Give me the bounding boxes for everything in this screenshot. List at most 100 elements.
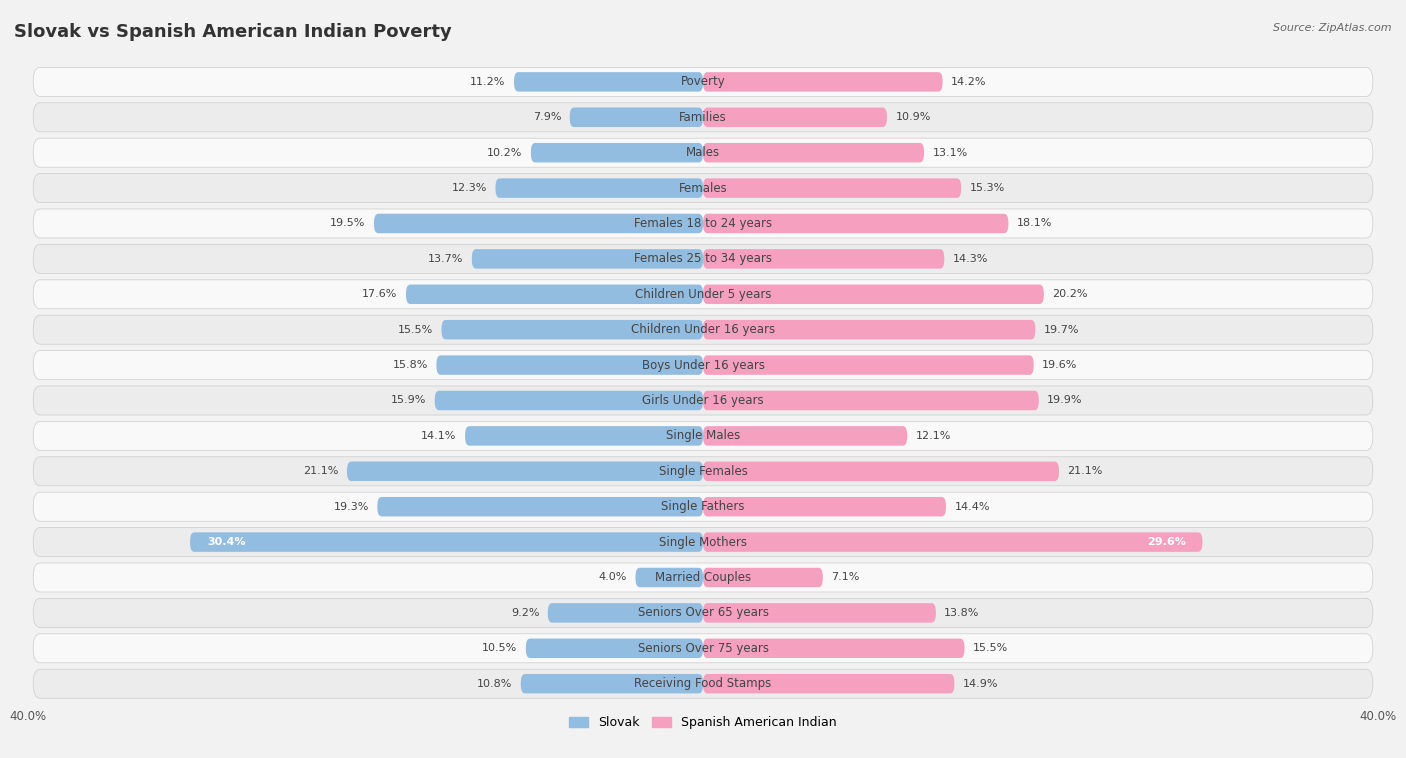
FancyBboxPatch shape bbox=[703, 320, 1035, 340]
FancyBboxPatch shape bbox=[703, 638, 965, 658]
FancyBboxPatch shape bbox=[531, 143, 703, 162]
Text: 13.1%: 13.1% bbox=[932, 148, 967, 158]
FancyBboxPatch shape bbox=[569, 108, 703, 127]
FancyBboxPatch shape bbox=[34, 67, 1372, 96]
Text: 18.1%: 18.1% bbox=[1017, 218, 1052, 228]
FancyBboxPatch shape bbox=[495, 178, 703, 198]
Text: Single Fathers: Single Fathers bbox=[661, 500, 745, 513]
Text: 7.9%: 7.9% bbox=[533, 112, 561, 122]
FancyBboxPatch shape bbox=[703, 356, 1033, 374]
FancyBboxPatch shape bbox=[548, 603, 703, 622]
FancyBboxPatch shape bbox=[374, 214, 703, 233]
Text: Females: Females bbox=[679, 182, 727, 195]
Text: Boys Under 16 years: Boys Under 16 years bbox=[641, 359, 765, 371]
FancyBboxPatch shape bbox=[703, 284, 1043, 304]
FancyBboxPatch shape bbox=[703, 108, 887, 127]
Text: 14.4%: 14.4% bbox=[955, 502, 990, 512]
FancyBboxPatch shape bbox=[406, 284, 703, 304]
Text: 13.8%: 13.8% bbox=[945, 608, 980, 618]
Text: 12.3%: 12.3% bbox=[451, 183, 486, 193]
Text: Single Mothers: Single Mothers bbox=[659, 536, 747, 549]
Text: Single Males: Single Males bbox=[666, 429, 740, 443]
FancyBboxPatch shape bbox=[636, 568, 703, 587]
FancyBboxPatch shape bbox=[526, 638, 703, 658]
FancyBboxPatch shape bbox=[703, 532, 1202, 552]
FancyBboxPatch shape bbox=[34, 315, 1372, 344]
FancyBboxPatch shape bbox=[347, 462, 703, 481]
FancyBboxPatch shape bbox=[703, 462, 1059, 481]
Text: 15.3%: 15.3% bbox=[970, 183, 1005, 193]
FancyBboxPatch shape bbox=[703, 603, 936, 622]
Text: 10.8%: 10.8% bbox=[477, 678, 512, 689]
Text: Families: Families bbox=[679, 111, 727, 124]
Text: 14.9%: 14.9% bbox=[963, 678, 998, 689]
FancyBboxPatch shape bbox=[703, 214, 1008, 233]
Text: 19.3%: 19.3% bbox=[333, 502, 368, 512]
FancyBboxPatch shape bbox=[34, 103, 1372, 132]
Text: 4.0%: 4.0% bbox=[599, 572, 627, 582]
Text: 21.1%: 21.1% bbox=[1067, 466, 1102, 476]
Text: Children Under 16 years: Children Under 16 years bbox=[631, 323, 775, 337]
Text: Seniors Over 65 years: Seniors Over 65 years bbox=[637, 606, 769, 619]
FancyBboxPatch shape bbox=[441, 320, 703, 340]
FancyBboxPatch shape bbox=[34, 598, 1372, 628]
FancyBboxPatch shape bbox=[190, 532, 703, 552]
FancyBboxPatch shape bbox=[34, 563, 1372, 592]
Text: Females 18 to 24 years: Females 18 to 24 years bbox=[634, 217, 772, 230]
Text: 15.8%: 15.8% bbox=[392, 360, 427, 370]
FancyBboxPatch shape bbox=[377, 497, 703, 516]
Text: Slovak vs Spanish American Indian Poverty: Slovak vs Spanish American Indian Povert… bbox=[14, 23, 451, 41]
FancyBboxPatch shape bbox=[434, 391, 703, 410]
Text: 10.9%: 10.9% bbox=[896, 112, 931, 122]
Text: Source: ZipAtlas.com: Source: ZipAtlas.com bbox=[1274, 23, 1392, 33]
FancyBboxPatch shape bbox=[703, 72, 942, 92]
Text: 15.9%: 15.9% bbox=[391, 396, 426, 406]
Text: Poverty: Poverty bbox=[681, 75, 725, 89]
FancyBboxPatch shape bbox=[34, 209, 1372, 238]
Text: 12.1%: 12.1% bbox=[915, 431, 950, 441]
Text: 15.5%: 15.5% bbox=[973, 644, 1008, 653]
FancyBboxPatch shape bbox=[34, 174, 1372, 202]
Text: Children Under 5 years: Children Under 5 years bbox=[634, 288, 772, 301]
Text: 19.6%: 19.6% bbox=[1042, 360, 1077, 370]
FancyBboxPatch shape bbox=[472, 249, 703, 268]
Text: 21.1%: 21.1% bbox=[304, 466, 339, 476]
Legend: Slovak, Spanish American Indian: Slovak, Spanish American Indian bbox=[564, 711, 842, 735]
FancyBboxPatch shape bbox=[34, 492, 1372, 522]
FancyBboxPatch shape bbox=[703, 143, 924, 162]
FancyBboxPatch shape bbox=[703, 674, 955, 694]
Text: 19.7%: 19.7% bbox=[1043, 324, 1080, 335]
FancyBboxPatch shape bbox=[515, 72, 703, 92]
FancyBboxPatch shape bbox=[34, 421, 1372, 450]
Text: 13.7%: 13.7% bbox=[427, 254, 464, 264]
FancyBboxPatch shape bbox=[436, 356, 703, 374]
Text: 9.2%: 9.2% bbox=[510, 608, 540, 618]
FancyBboxPatch shape bbox=[703, 497, 946, 516]
FancyBboxPatch shape bbox=[34, 634, 1372, 662]
FancyBboxPatch shape bbox=[703, 426, 907, 446]
Text: 11.2%: 11.2% bbox=[470, 77, 506, 87]
FancyBboxPatch shape bbox=[34, 457, 1372, 486]
Text: 30.4%: 30.4% bbox=[207, 537, 246, 547]
FancyBboxPatch shape bbox=[703, 249, 945, 268]
Text: 10.5%: 10.5% bbox=[482, 644, 517, 653]
Text: 14.3%: 14.3% bbox=[953, 254, 988, 264]
Text: 19.5%: 19.5% bbox=[330, 218, 366, 228]
Text: Seniors Over 75 years: Seniors Over 75 years bbox=[637, 642, 769, 655]
Text: 15.5%: 15.5% bbox=[398, 324, 433, 335]
FancyBboxPatch shape bbox=[465, 426, 703, 446]
Text: 7.1%: 7.1% bbox=[831, 572, 859, 582]
FancyBboxPatch shape bbox=[520, 674, 703, 694]
FancyBboxPatch shape bbox=[34, 669, 1372, 698]
FancyBboxPatch shape bbox=[34, 244, 1372, 274]
Text: Single Females: Single Females bbox=[658, 465, 748, 478]
FancyBboxPatch shape bbox=[34, 386, 1372, 415]
FancyBboxPatch shape bbox=[34, 138, 1372, 168]
Text: Married Couples: Married Couples bbox=[655, 571, 751, 584]
FancyBboxPatch shape bbox=[34, 280, 1372, 309]
Text: Receiving Food Stamps: Receiving Food Stamps bbox=[634, 677, 772, 691]
FancyBboxPatch shape bbox=[34, 528, 1372, 556]
FancyBboxPatch shape bbox=[703, 391, 1039, 410]
Text: 14.1%: 14.1% bbox=[422, 431, 457, 441]
FancyBboxPatch shape bbox=[34, 350, 1372, 380]
